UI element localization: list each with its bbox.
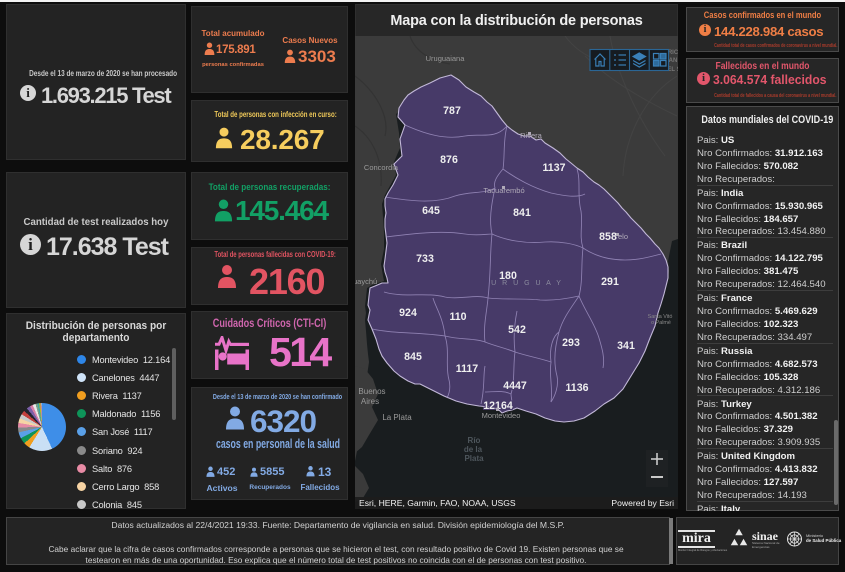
svg-text:1137: 1137 (543, 162, 566, 174)
svg-text:787: 787 (443, 105, 461, 117)
svg-text:U R U G U A Y: U R U G U A Y (491, 280, 563, 287)
svg-text:110: 110 (449, 311, 466, 323)
svg-text:Santa Vitó: Santa Vitó (648, 314, 673, 320)
svg-text:293: 293 (562, 337, 580, 349)
svg-text:733: 733 (416, 253, 434, 265)
svg-text:Aires: Aires (361, 397, 379, 406)
svg-text:542: 542 (508, 324, 526, 336)
svg-text:RIC: RIC (668, 50, 678, 56)
svg-text:180: 180 (499, 270, 517, 282)
svg-text:341: 341 (617, 340, 635, 352)
svg-text:841: 841 (513, 207, 531, 219)
svg-text:1117: 1117 (456, 363, 479, 375)
svg-text:de la: de la (464, 445, 483, 454)
svg-text:Río: Río (468, 436, 481, 445)
svg-text:La Plata: La Plata (382, 413, 412, 422)
svg-text:EL S: EL S (667, 67, 678, 73)
svg-text:elo: elo (618, 232, 628, 241)
svg-text:845: 845 (404, 351, 422, 363)
svg-text:Buenos: Buenos (358, 387, 385, 396)
svg-text:924: 924 (399, 307, 417, 319)
svg-text:Rivera: Rivera (520, 131, 543, 140)
svg-text:Montevideo: Montevideo (482, 411, 521, 420)
svg-text:Plata: Plata (464, 454, 484, 463)
svg-text:1136: 1136 (566, 382, 589, 394)
svg-text:AN: AN (669, 58, 678, 64)
svg-text:858: 858 (599, 231, 617, 243)
svg-text:Powered by Esri: Powered by Esri (611, 498, 674, 508)
svg-text:876: 876 (440, 154, 458, 166)
svg-text:guaychú: guaychú (355, 277, 377, 286)
svg-text:Concordia: Concordia (364, 163, 399, 172)
svg-text:4447: 4447 (503, 380, 527, 392)
svg-text:o Palmé: o Palmé (651, 320, 671, 326)
svg-text:Uruguaiana: Uruguaiana (426, 54, 466, 63)
svg-text:Tacuarembó: Tacuarembó (483, 186, 524, 195)
svg-text:291: 291 (601, 276, 619, 288)
svg-text:12164: 12164 (483, 400, 513, 412)
svg-text:645: 645 (422, 205, 440, 217)
svg-text:Esri, HERE, Garmin, FAO, NOAA,: Esri, HERE, Garmin, FAO, NOAA, USGS (359, 498, 516, 508)
